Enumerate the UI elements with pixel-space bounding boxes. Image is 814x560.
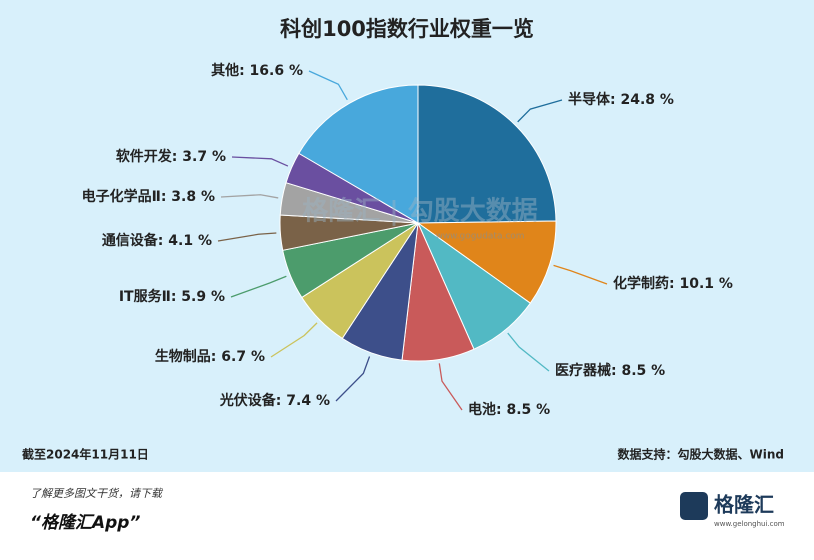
- leader-line: [308, 70, 348, 101]
- leader-line: [217, 232, 277, 242]
- leader-line: [507, 332, 550, 372]
- promo: 了解更多图文干货，请下载: [30, 487, 164, 500]
- data-label: 化学制药: 10.1 %: [613, 275, 733, 292]
- source: 数据支持：勾股大数据、Wind: [618, 447, 784, 462]
- leader-line: [335, 356, 371, 402]
- data-label: 电池: 8.5 %: [468, 401, 550, 418]
- data-label: 半导体: 24.8 %: [568, 91, 674, 108]
- app-name: “格隆汇App”: [30, 513, 140, 533]
- logo-icon: [680, 492, 708, 520]
- leader-line: [517, 99, 563, 123]
- leader-line: [270, 322, 318, 358]
- data-label: IT服务Ⅱ: 5.9 %: [119, 288, 225, 305]
- data-label: 医疗器械: 8.5 %: [555, 362, 665, 379]
- pie-slice: [417, 84, 557, 224]
- leader-line: [438, 363, 463, 411]
- leader-line: [231, 156, 289, 167]
- pie: 半导体: 24.8 % 化学制药: 10.1 % 医疗器械: 8.5 % 电池: 8.…: [82, 62, 733, 418]
- logo-url: www.gelonghui.com: [714, 520, 785, 528]
- pie-slice: [416, 220, 557, 304]
- data-label: 电子化学品Ⅱ: 3.8 %: [82, 188, 215, 205]
- data-label: 生物制品: 6.7 %: [155, 348, 265, 365]
- logo: 格隆汇: [714, 493, 774, 517]
- watermark: 格隆汇 | 勾股大数据: [302, 196, 538, 227]
- data-label: 其他: 16.6 %: [211, 62, 303, 79]
- date-note: 截至2024年11月11日: [22, 447, 149, 462]
- pie-slice: [298, 84, 419, 224]
- leader-line: [220, 194, 279, 199]
- leader-line: [230, 275, 287, 298]
- footer-background: [0, 472, 814, 556]
- data-label: 软件开发: 3.7 %: [116, 148, 226, 165]
- data-label: 通信设备: 4.1 %: [102, 232, 212, 249]
- data-label: 光伏设备: 7.4 %: [219, 392, 330, 409]
- chart-title: 科创100指数行业权重一览: [280, 17, 534, 41]
- leader-line: [553, 264, 608, 285]
- watermark-url: www.gogudata.com: [435, 232, 524, 242]
